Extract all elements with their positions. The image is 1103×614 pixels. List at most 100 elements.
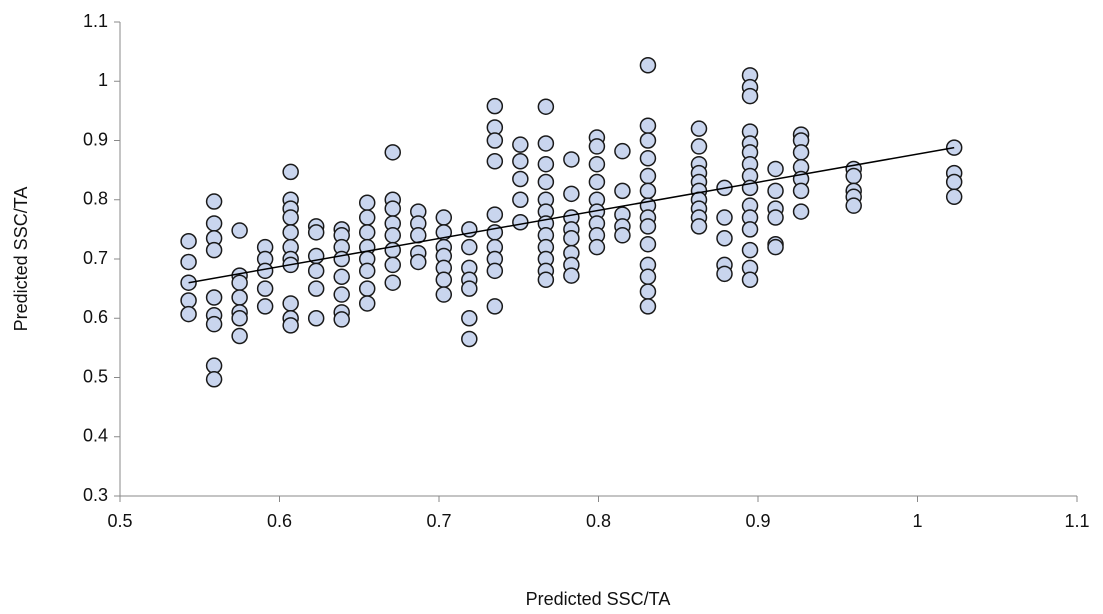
x-tick-label: 0.9 bbox=[745, 511, 770, 531]
point bbox=[487, 133, 502, 148]
point bbox=[309, 225, 324, 240]
point bbox=[360, 210, 375, 225]
point bbox=[436, 272, 451, 287]
point bbox=[768, 210, 783, 225]
point bbox=[360, 225, 375, 240]
point bbox=[640, 151, 655, 166]
point bbox=[640, 237, 655, 252]
point bbox=[309, 311, 324, 326]
point bbox=[589, 139, 604, 154]
point bbox=[309, 281, 324, 296]
point bbox=[640, 133, 655, 148]
point bbox=[462, 281, 477, 296]
point bbox=[309, 263, 324, 278]
point bbox=[462, 240, 477, 255]
y-tick-label: 0.8 bbox=[83, 189, 108, 209]
point bbox=[334, 252, 349, 267]
point bbox=[207, 243, 222, 258]
point bbox=[283, 296, 298, 311]
point bbox=[640, 183, 655, 198]
point bbox=[462, 311, 477, 326]
y-tick-label: 1 bbox=[98, 70, 108, 90]
point bbox=[589, 157, 604, 172]
point bbox=[513, 172, 528, 187]
point bbox=[589, 174, 604, 189]
point bbox=[385, 201, 400, 216]
point bbox=[360, 296, 375, 311]
point bbox=[538, 157, 553, 172]
point bbox=[385, 243, 400, 258]
point bbox=[743, 243, 758, 258]
point bbox=[334, 269, 349, 284]
point bbox=[283, 210, 298, 225]
point bbox=[564, 268, 579, 283]
point bbox=[207, 317, 222, 332]
point bbox=[436, 210, 451, 225]
point bbox=[360, 263, 375, 278]
point bbox=[768, 240, 783, 255]
point bbox=[717, 231, 732, 246]
point bbox=[360, 281, 375, 296]
x-tick-label: 0.6 bbox=[267, 511, 292, 531]
x-tick-label: 0.5 bbox=[107, 511, 132, 531]
point bbox=[794, 183, 809, 198]
point bbox=[947, 174, 962, 189]
x-tick-label: 1 bbox=[912, 511, 922, 531]
chart: Predicted SSC/TA Predicted SSC/TA 0.30.4… bbox=[0, 0, 1103, 614]
point bbox=[385, 228, 400, 243]
y-tick-label: 0.9 bbox=[83, 129, 108, 149]
point bbox=[615, 183, 630, 198]
x-tick-label: 0.7 bbox=[426, 511, 451, 531]
point bbox=[207, 194, 222, 209]
point bbox=[564, 152, 579, 167]
point bbox=[360, 195, 375, 210]
point bbox=[232, 275, 247, 290]
point bbox=[258, 299, 273, 314]
point bbox=[181, 293, 196, 308]
x-tick-label: 0.8 bbox=[586, 511, 611, 531]
point bbox=[717, 266, 732, 281]
point bbox=[768, 161, 783, 176]
point bbox=[385, 275, 400, 290]
point bbox=[538, 99, 553, 114]
point bbox=[462, 331, 477, 346]
point bbox=[232, 223, 247, 238]
point bbox=[615, 144, 630, 159]
point bbox=[794, 145, 809, 160]
point bbox=[385, 257, 400, 272]
point bbox=[207, 216, 222, 231]
point bbox=[487, 299, 502, 314]
point bbox=[743, 272, 758, 287]
y-tick-label: 0.4 bbox=[83, 426, 108, 446]
point bbox=[615, 228, 630, 243]
point bbox=[411, 254, 426, 269]
point bbox=[538, 136, 553, 151]
point bbox=[487, 263, 502, 278]
point bbox=[640, 169, 655, 184]
point bbox=[538, 174, 553, 189]
point bbox=[691, 139, 706, 154]
point bbox=[691, 219, 706, 234]
point bbox=[564, 186, 579, 201]
y-tick-label: 0.3 bbox=[83, 485, 108, 505]
y-tick-label: 0.7 bbox=[83, 248, 108, 268]
point bbox=[947, 189, 962, 204]
point bbox=[640, 219, 655, 234]
point bbox=[283, 164, 298, 179]
x-tick-label: 1.1 bbox=[1064, 511, 1089, 531]
point bbox=[640, 284, 655, 299]
point bbox=[181, 234, 196, 249]
point bbox=[487, 207, 502, 222]
point bbox=[283, 318, 298, 333]
point bbox=[436, 287, 451, 302]
point bbox=[513, 192, 528, 207]
y-tick-label: 0.5 bbox=[83, 366, 108, 386]
point bbox=[232, 311, 247, 326]
point bbox=[640, 58, 655, 73]
point bbox=[640, 299, 655, 314]
point bbox=[846, 169, 861, 184]
point bbox=[258, 281, 273, 296]
x-axis-title: Predicted SSC/TA bbox=[526, 589, 671, 609]
point bbox=[640, 269, 655, 284]
point bbox=[487, 154, 502, 169]
